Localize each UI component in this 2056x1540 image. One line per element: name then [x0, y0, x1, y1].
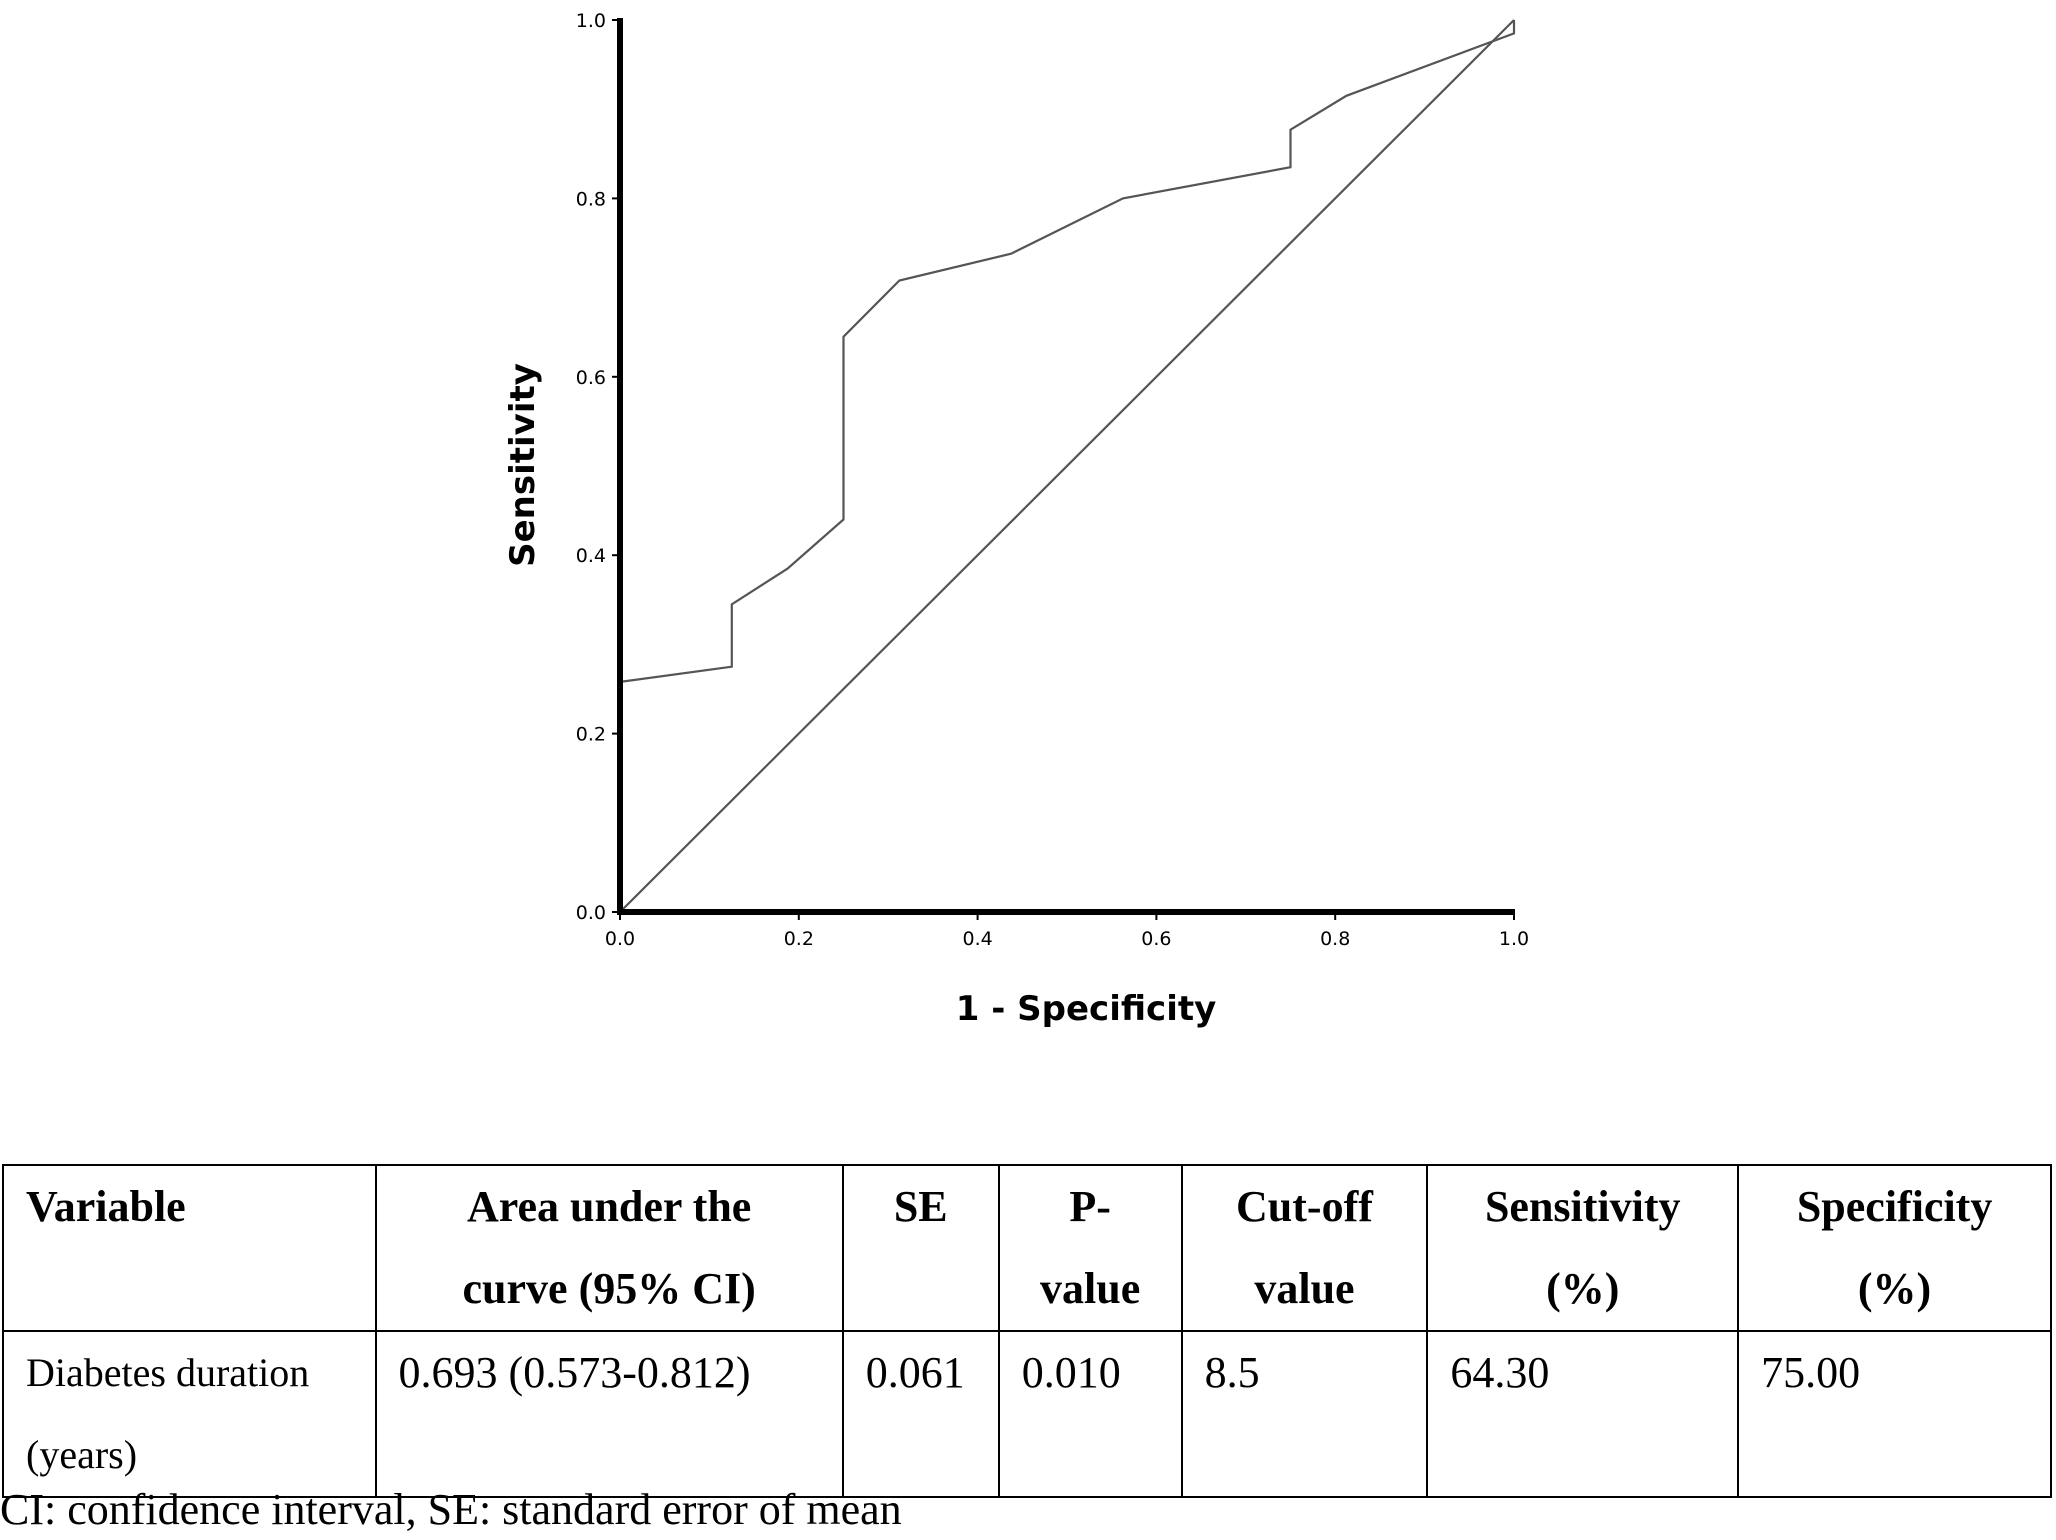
- cell-cut-off: 8.5: [1180, 1330, 1429, 1498]
- table-row: Diabetes duration (years) 0.693 (0.573-0…: [2, 1330, 2052, 1498]
- cell-auc: 0.693 (0.573-0.812): [374, 1330, 844, 1498]
- y-tick-label: 1.0: [576, 10, 606, 32]
- x-tick-label: 0.2: [784, 928, 814, 950]
- y-tick-label: 0.4: [576, 545, 606, 567]
- results-table: Variable Area under the curve (95% CI) SE…: [2, 1164, 2052, 1498]
- header-auc: Area under the curve (95% CI): [374, 1164, 844, 1332]
- header-p-value: P-value: [997, 1164, 1183, 1332]
- y-tick-label: 0.0: [576, 902, 606, 924]
- cell-variable: Diabetes duration (years): [2, 1330, 377, 1498]
- cell-sensitivity: 64.30: [1426, 1330, 1740, 1498]
- x-tick-label: 0.4: [962, 928, 992, 950]
- cell-specificity: 75.00: [1737, 1330, 2052, 1498]
- header-variable: Variable: [2, 1164, 377, 1332]
- reference-diagonal-line: [619, 19, 1515, 913]
- table-caption: CI: confidence interval, SE: standard er…: [0, 1485, 902, 1534]
- header-cut-off: Cut-off value: [1180, 1164, 1429, 1332]
- cell-p-value: 0.010: [997, 1330, 1183, 1498]
- y-tick-label: 0.8: [576, 188, 606, 210]
- y-tick-label: 0.6: [576, 367, 606, 389]
- table-header-row: Variable Area under the curve (95% CI) SE…: [2, 1164, 2052, 1332]
- header-specificity: Specificity (%): [1737, 1164, 2052, 1332]
- roc-chart: 0.0 0.2 0.4 0.6 0.8 1.0 0.0 0.2 0.4 0.6 0.8 1.0 1 -…: [503, 10, 1529, 1029]
- header-se: SE: [841, 1164, 1000, 1332]
- y-axis-title: Sensitivity: [503, 363, 543, 567]
- roc-curve-line: [619, 20, 1516, 683]
- cell-se: 0.061: [841, 1330, 1000, 1498]
- x-tick-label: 0.6: [1141, 928, 1171, 950]
- header-sensitivity: Sensitivity (%): [1426, 1164, 1740, 1332]
- x-axis-title: 1 - Specificity: [956, 989, 1217, 1029]
- x-tick-label: 0.0: [605, 928, 635, 950]
- y-tick-label: 0.2: [576, 724, 606, 746]
- x-tick-label: 0.8: [1320, 928, 1350, 950]
- x-tick-label: 1.0: [1499, 928, 1529, 950]
